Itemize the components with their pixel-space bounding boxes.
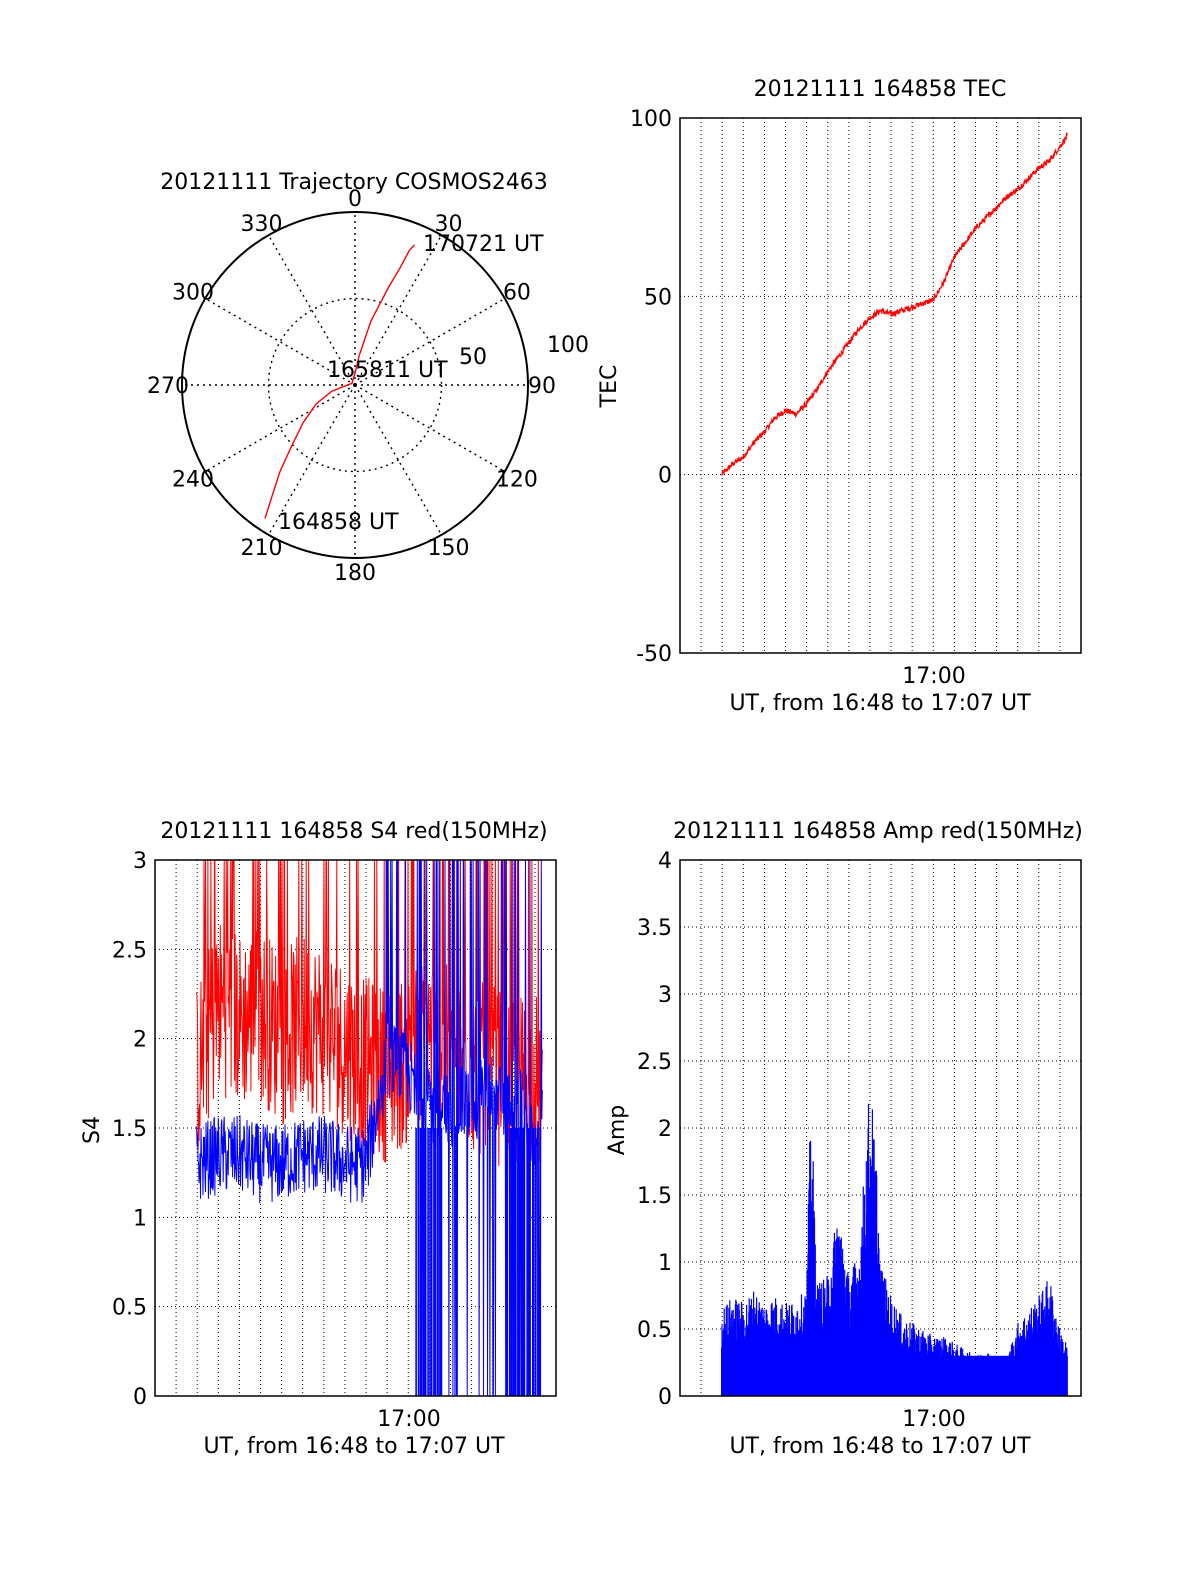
y-tick-label: 3.5 bbox=[637, 916, 672, 941]
tec-title: 20121111 164858 TEC bbox=[754, 77, 1007, 102]
tec-plot-frame bbox=[679, 117, 1082, 654]
y-tick-label: 2 bbox=[133, 1028, 147, 1053]
tec-xlabel: UT, from 16:48 to 17:07 UT bbox=[729, 691, 1031, 716]
amp-base-fill bbox=[721, 1355, 1068, 1396]
amp-panel: 20121111 164858 Amp red(150MHz) 0 0.5 1 1.5… bbox=[605, 819, 1083, 1459]
s4-blue-line bbox=[196, 859, 543, 1397]
y-tick-label: 1.5 bbox=[637, 1184, 672, 1209]
y-tick-label: 2.5 bbox=[637, 1050, 672, 1075]
annotation-end: 170721 UT bbox=[423, 232, 544, 257]
azimuth-label: 180 bbox=[334, 561, 376, 586]
amp-ylabel: Amp bbox=[605, 1105, 630, 1155]
y-tick-label: 1 bbox=[133, 1206, 147, 1231]
polar-spoke bbox=[354, 384, 443, 536]
amp-series-blue bbox=[721, 1103, 1068, 1396]
y-tick-label: 4 bbox=[658, 849, 672, 874]
polar-spoke bbox=[267, 384, 356, 536]
y-tick-label: 3 bbox=[133, 849, 147, 874]
y-tick-label: 0 bbox=[658, 464, 672, 489]
polar-spoke bbox=[354, 234, 443, 386]
tec-ylabel: TEC bbox=[597, 365, 622, 409]
polar-ring-50 bbox=[267, 297, 443, 473]
tec-y-ticks: -50 0 50 100 bbox=[630, 107, 672, 667]
y-tick-label: 100 bbox=[630, 107, 672, 132]
amp-plot-frame bbox=[679, 859, 1082, 1397]
azimuth-label: 60 bbox=[503, 281, 531, 306]
y-tick-label: 2.5 bbox=[112, 938, 147, 963]
y-tick-label: 3 bbox=[658, 983, 672, 1008]
amp-y-ticks: 0 0.5 1 1.5 2 2.5 3 3.5 4 bbox=[637, 849, 672, 1410]
amp-trace bbox=[721, 1103, 1068, 1396]
tec-panel: 20121111 164858 TEC -50 0 50 100 17:00 UT, … bbox=[597, 77, 1082, 716]
s4-panel: 20121111 164858 S4 red(150MHz) 0 0.5 1 1.5 2… bbox=[80, 819, 557, 1459]
azimuth-label: 210 bbox=[241, 536, 283, 561]
s4-xtick-label: 17:00 bbox=[377, 1407, 440, 1432]
trajectory-track bbox=[264, 244, 416, 519]
s4-series-blue bbox=[196, 859, 543, 1397]
y-tick-label: 0.5 bbox=[637, 1318, 672, 1343]
ring-label-100: 100 bbox=[547, 333, 589, 358]
tec-series-line bbox=[721, 132, 1068, 476]
amp-xtick-label: 17:00 bbox=[902, 1407, 965, 1432]
azimuth-label: 240 bbox=[172, 468, 214, 493]
polar-spoke bbox=[267, 234, 356, 386]
azimuth-label: 0 bbox=[348, 187, 362, 212]
annotation-start: 164858 UT bbox=[278, 510, 399, 535]
polar-grid bbox=[182, 212, 528, 558]
azimuth-label: 300 bbox=[172, 281, 214, 306]
tec-grid bbox=[680, 118, 1081, 653]
y-tick-label: 0 bbox=[658, 1385, 672, 1410]
y-tick-label: -50 bbox=[636, 642, 672, 667]
trajectory-title: 20121111 Trajectory COSMOS2463 bbox=[160, 170, 547, 195]
y-tick-label: 1 bbox=[658, 1251, 672, 1276]
annotation-mid: 165811 UT bbox=[327, 358, 448, 383]
polar-spoke bbox=[204, 384, 356, 473]
azimuth-label: 270 bbox=[147, 374, 189, 399]
y-tick-label: 0.5 bbox=[112, 1296, 147, 1321]
azimuth-label: 120 bbox=[496, 468, 538, 493]
azimuth-label: 150 bbox=[428, 536, 470, 561]
polar-azimuth-labels: 0 30 60 90 120 150 180 210 240 270 300 330 bbox=[147, 187, 556, 586]
trajectory-panel: 20121111 Trajectory COSMOS2463 0 30 60 90 12… bbox=[147, 170, 589, 586]
s4-title: 20121111 164858 S4 red(150MHz) bbox=[160, 819, 547, 844]
tec-xtick-label: 17:00 bbox=[902, 664, 965, 689]
polar-outer-circle bbox=[181, 211, 529, 559]
azimuth-label: 330 bbox=[241, 212, 283, 237]
y-tick-label: 0 bbox=[133, 1385, 147, 1410]
polar-spoke bbox=[354, 297, 506, 386]
polar-spoke bbox=[204, 297, 356, 386]
y-tick-label: 50 bbox=[644, 285, 672, 310]
y-tick-label: 2 bbox=[658, 1117, 672, 1142]
s4-plot-frame bbox=[154, 859, 557, 1397]
polar-spoke bbox=[354, 384, 506, 473]
azimuth-label: 30 bbox=[435, 212, 463, 237]
azimuth-label: 90 bbox=[528, 374, 556, 399]
amp-title: 20121111 164858 Amp red(150MHz) bbox=[673, 819, 1083, 844]
s4-ylabel: S4 bbox=[80, 1116, 105, 1144]
s4-y-ticks: 0 0.5 1 1.5 2 2.5 3 bbox=[112, 849, 147, 1410]
amp-xlabel: UT, from 16:48 to 17:07 UT bbox=[729, 1434, 1031, 1459]
y-tick-label: 1.5 bbox=[112, 1117, 147, 1142]
ring-label-50: 50 bbox=[459, 345, 487, 370]
s4-xlabel: UT, from 16:48 to 17:07 UT bbox=[203, 1434, 505, 1459]
